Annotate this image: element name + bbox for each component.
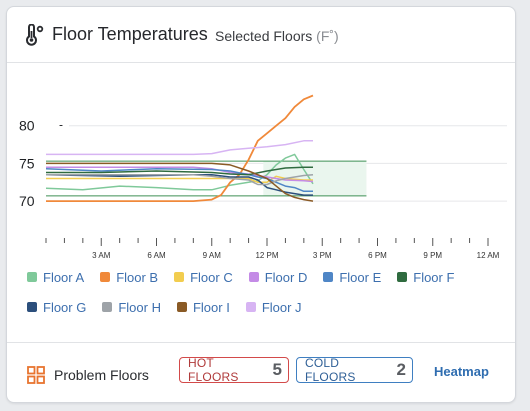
- x-tick-label: 6 AM: [147, 251, 166, 260]
- legend-label: Floor B: [116, 269, 159, 285]
- series-line-floor-j: [46, 140, 313, 156]
- y-tick-dash: -: [59, 118, 63, 132]
- series-line-floor-b: [46, 94, 314, 202]
- x-tick-label: 12 PM: [255, 251, 278, 260]
- legend-swatch: [27, 272, 37, 282]
- y-tick-dash: -: [59, 155, 63, 169]
- legend-label: Floor D: [264, 269, 308, 285]
- legend-swatch: [100, 272, 111, 282]
- x-tick-label: 9 PM: [423, 251, 442, 260]
- series-line-floor-e: [45, 167, 313, 193]
- problem-floors-label: Problem Floors: [54, 367, 149, 383]
- series-line-floor-i: [46, 162, 314, 202]
- legend-swatch: [245, 302, 256, 312]
- heatmap-link[interactable]: Heatmap: [434, 364, 489, 379]
- legend-swatch: [174, 272, 185, 282]
- series-line-floor-a: [45, 153, 314, 191]
- legend-item-floor-j[interactable]: Floor J: [245, 299, 302, 315]
- legend-label: Floor A: [43, 269, 85, 285]
- series-line-floor-f: [46, 166, 313, 176]
- temperature-line-chart: 70 - 75 - 80 - 3 AM 6 AM 9 AM 12 PM 3 PM 6 PM 9 PM 12…: [19, 94, 507, 260]
- hot-floors-count: 5: [272, 360, 282, 379]
- legend-label: Floor F: [413, 269, 455, 285]
- y-tick-label: 70: [19, 193, 35, 209]
- y-tick-dash: -: [59, 193, 63, 207]
- legend-swatch: [323, 272, 334, 282]
- legend-item-floor-g[interactable]: Floor G: [27, 299, 86, 315]
- legend-item-floor-c[interactable]: Floor C: [174, 269, 233, 285]
- legend-item-floor-e[interactable]: Floor E: [323, 269, 381, 285]
- cold-floors-count: 2: [396, 360, 406, 379]
- cold-floors-label: COLD FLOORS: [305, 356, 356, 384]
- x-tick-label: 3 PM: [313, 251, 332, 260]
- problem-floors-bar: Problem Floors HOT FLOORS 5 COLD FLOORS …: [7, 342, 515, 402]
- hot-floors-label: HOT FLOORS: [188, 356, 239, 384]
- y-tick-label: 75: [19, 155, 35, 171]
- legend-item-floor-d[interactable]: Floor D: [248, 269, 308, 285]
- unit-label: (F˚): [316, 28, 339, 44]
- legend-label: Floor J: [261, 299, 302, 315]
- legend-swatch: [248, 272, 259, 282]
- legend-swatch: [397, 272, 408, 282]
- x-tick-label: 9 AM: [203, 251, 222, 260]
- legend-swatch: [102, 302, 113, 312]
- x-tick-label: 12 AM: [477, 251, 500, 260]
- legend-item-floor-h[interactable]: Floor H: [102, 299, 161, 315]
- x-tick-label: 3 AM: [92, 251, 111, 260]
- legend-label: Floor C: [190, 269, 233, 285]
- chart-subtitle: Selected Floors (F˚): [215, 28, 339, 44]
- floor-temperatures-card: Floor Temperatures Selected Floors (F˚) …: [6, 6, 516, 403]
- cold-floors-button[interactable]: COLD FLOORS 2: [296, 356, 413, 384]
- y-tick-label: 80: [19, 118, 35, 134]
- legend-label: Floor I: [192, 299, 230, 315]
- legend-label: Floor H: [118, 299, 161, 315]
- legend-item-floor-b[interactable]: Floor B: [100, 269, 158, 285]
- grid-icon: [27, 366, 45, 384]
- legend-swatch: [27, 302, 37, 312]
- legend-swatch: [176, 302, 187, 312]
- series-line-floor-h: [46, 173, 314, 186]
- legend-label: Floor E: [339, 269, 382, 285]
- x-tick-label: 6 PM: [368, 251, 387, 260]
- chart-legend: Floor A Floor B Floor C Floor D Floor E Floor…: [27, 269, 497, 315]
- subtitle-text: Selected Floors: [215, 28, 313, 44]
- legend-item-floor-a[interactable]: Floor A: [27, 269, 84, 285]
- legend-item-floor-i[interactable]: Floor I: [176, 299, 230, 315]
- legend-item-floor-f[interactable]: Floor F: [397, 269, 454, 285]
- hot-floors-button[interactable]: HOT FLOORS 5: [179, 356, 289, 384]
- card-header: Floor Temperatures Selected Floors (F˚): [7, 7, 515, 63]
- legend-label: Floor G: [43, 299, 87, 315]
- thermometer-icon: [26, 24, 44, 46]
- page-title: Floor Temperatures: [52, 24, 208, 44]
